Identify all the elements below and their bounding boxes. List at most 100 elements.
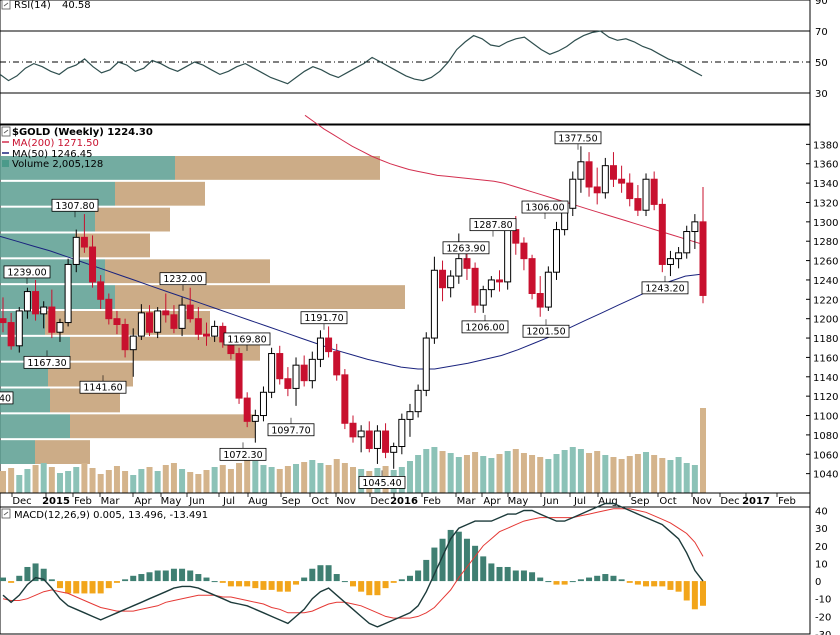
x-tick-label: May: [508, 496, 529, 507]
volume-bar: [236, 463, 243, 493]
volume-bar: [8, 468, 15, 493]
candle-body: [211, 325, 219, 337]
macd-hist-bar: [32, 563, 39, 582]
candle-body: [243, 397, 251, 422]
volume-bar: [594, 451, 601, 493]
candle-body: [72, 236, 80, 265]
volume-bar: [439, 451, 446, 493]
volume-bar: [520, 453, 527, 493]
volume-bar: [406, 461, 413, 493]
volume-bar: [529, 455, 536, 493]
candle-body: [382, 430, 390, 453]
macd-hist-bar: [610, 575, 617, 582]
macd-hist-bar: [97, 581, 104, 594]
vbp-bar-down: [45, 311, 210, 335]
macd-frame: [0, 506, 811, 635]
candle-body: [154, 310, 162, 333]
macd-hist-bar: [284, 581, 291, 592]
price-annotation: 1072.30: [223, 450, 262, 461]
volume-bar: [24, 469, 31, 493]
x-tick-label: Jul: [222, 496, 235, 507]
candle-body: [463, 258, 471, 269]
candle-body: [121, 323, 129, 351]
candle-body: [32, 291, 40, 315]
ma50-line: [0, 235, 703, 370]
volume-bar: [211, 467, 218, 493]
candle-body: [520, 242, 528, 260]
macd-hist-bar: [65, 581, 72, 594]
x-tick-label: Apr: [134, 496, 152, 507]
macd-hist-bar: [219, 581, 226, 583]
candle-body: [137, 312, 145, 337]
macd-hist-bar: [89, 581, 96, 594]
price-tick-label: 1100: [813, 412, 838, 423]
vbp-bar-down: [175, 156, 380, 180]
price-legend: $GOLD (Weekly) 1224.30 MA(200) 1271.50 M…: [1, 126, 153, 170]
macd-hist-bar: [520, 570, 527, 582]
candle-body: [89, 246, 97, 283]
volume-bar: [423, 449, 430, 493]
macd-hist-bar: [113, 581, 120, 583]
macd-tick-label: 30: [815, 524, 828, 535]
candle-body: [105, 298, 113, 320]
volume-bar: [179, 469, 186, 493]
macd-hist-bar: [325, 565, 332, 582]
candle-body: [349, 422, 357, 438]
volume-bar: [545, 459, 552, 493]
price-annotations: 1307.80 1239.00 1167.30 1141.60 1232.00 1169.…: [0, 131, 689, 489]
candle-body: [113, 318, 121, 325]
candle-body: [284, 378, 292, 389]
macd-hist-bar: [48, 579, 55, 582]
volume-bar: [683, 463, 690, 493]
rsi-axis: 30 50 70 90: [815, 0, 828, 100]
macd-hist-bar: [691, 581, 698, 610]
candle-body: [658, 203, 666, 265]
price-annotation: 1243.20: [645, 283, 684, 294]
macd-hist-bar: [341, 581, 348, 583]
candle-body: [626, 182, 634, 200]
candle-body: [129, 335, 137, 351]
x-tick-label: Aug: [248, 496, 268, 507]
macd-hist-bar: [602, 574, 609, 582]
macd-hist-bar: [512, 570, 519, 582]
volume-bar: [260, 465, 267, 493]
candle-body: [56, 322, 64, 333]
price-annotation: 1201.50: [526, 327, 565, 338]
volume-bar: [16, 475, 23, 493]
macd-hist-bar: [431, 547, 438, 582]
candle-body: [202, 333, 210, 337]
x-tick-label: Mar: [101, 496, 121, 507]
vbp-bar-down: [105, 259, 270, 284]
macd-signal-line: [2, 508, 704, 619]
macd-tick-label: -10: [815, 595, 831, 606]
candle-body: [552, 229, 560, 273]
volume-bar: [512, 449, 519, 493]
candle-body: [259, 391, 267, 417]
macd-panel: -30 -20 -10 0 10 20 30 40 MACD(12,26,9) 0.005, …: [0, 502, 831, 635]
macd-histogram: [0, 529, 706, 610]
candle-body: [422, 337, 430, 391]
volume-bar: [113, 466, 120, 493]
candle-body: [585, 161, 593, 188]
rsi-reference-lines: [0, 30, 810, 94]
macd-hist-bar: [455, 531, 462, 582]
macd-hist-bar: [317, 565, 324, 582]
candle-body: [325, 337, 333, 353]
x-tick-label: Apr: [483, 496, 501, 507]
macd-hist-bar: [276, 581, 283, 592]
candle-body: [642, 178, 650, 211]
macd-hist-bar: [447, 529, 454, 582]
candle-body: [308, 358, 316, 382]
macd-hist-bar: [179, 568, 186, 582]
price-tick-label: 1280: [813, 237, 838, 248]
volume-bar: [65, 471, 72, 493]
volume-bar: [146, 467, 153, 493]
candle-body: [406, 411, 414, 420]
candle-body: [479, 289, 487, 306]
rsi-panel: 30 50 70 90 RSI(14) 40.58: [0, 0, 828, 125]
macd-hist-bar: [56, 581, 63, 589]
volume-bar: [675, 457, 682, 493]
volume-bar: [577, 449, 584, 493]
x-tick-label: Nov: [692, 496, 712, 507]
